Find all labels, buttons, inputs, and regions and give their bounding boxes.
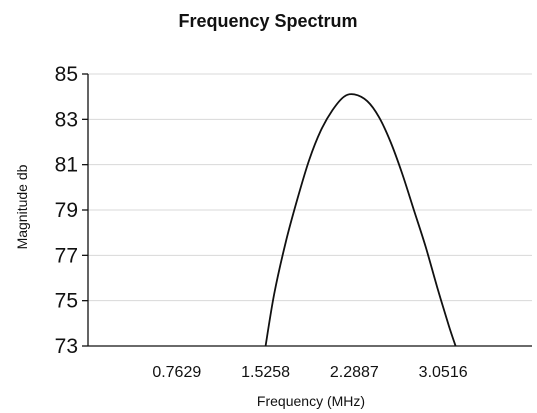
y-tick-label: 85: [55, 63, 78, 86]
x-tick-label: 2.2887: [330, 364, 379, 381]
grid: [88, 73, 532, 302]
x-tick-label: 1.5258: [241, 364, 290, 381]
chart-title: Frequency Spectrum: [178, 11, 357, 31]
y-tick-label: 79: [55, 199, 78, 222]
x-axis-ticks: 0.7629 1.5258 2.2887 3.0516: [152, 364, 467, 381]
series: [264, 93, 457, 347]
axes: [82, 73, 532, 347]
y-tick-label: 83: [55, 108, 78, 131]
y-axis-label: Magnitude db: [14, 164, 30, 249]
y-tick-label: 81: [55, 154, 78, 177]
series-line: [264, 93, 457, 347]
y-axis-ticks: 73 75 77 79 81 83 85: [55, 63, 78, 358]
x-tick-label: 0.7629: [152, 364, 201, 381]
y-tick-label: 75: [55, 290, 78, 313]
y-tick-label: 73: [55, 335, 78, 358]
x-axis-label: Frequency (MHz): [257, 393, 365, 409]
y-tick-label: 77: [55, 244, 78, 267]
x-tick-label: 3.0516: [419, 364, 468, 381]
